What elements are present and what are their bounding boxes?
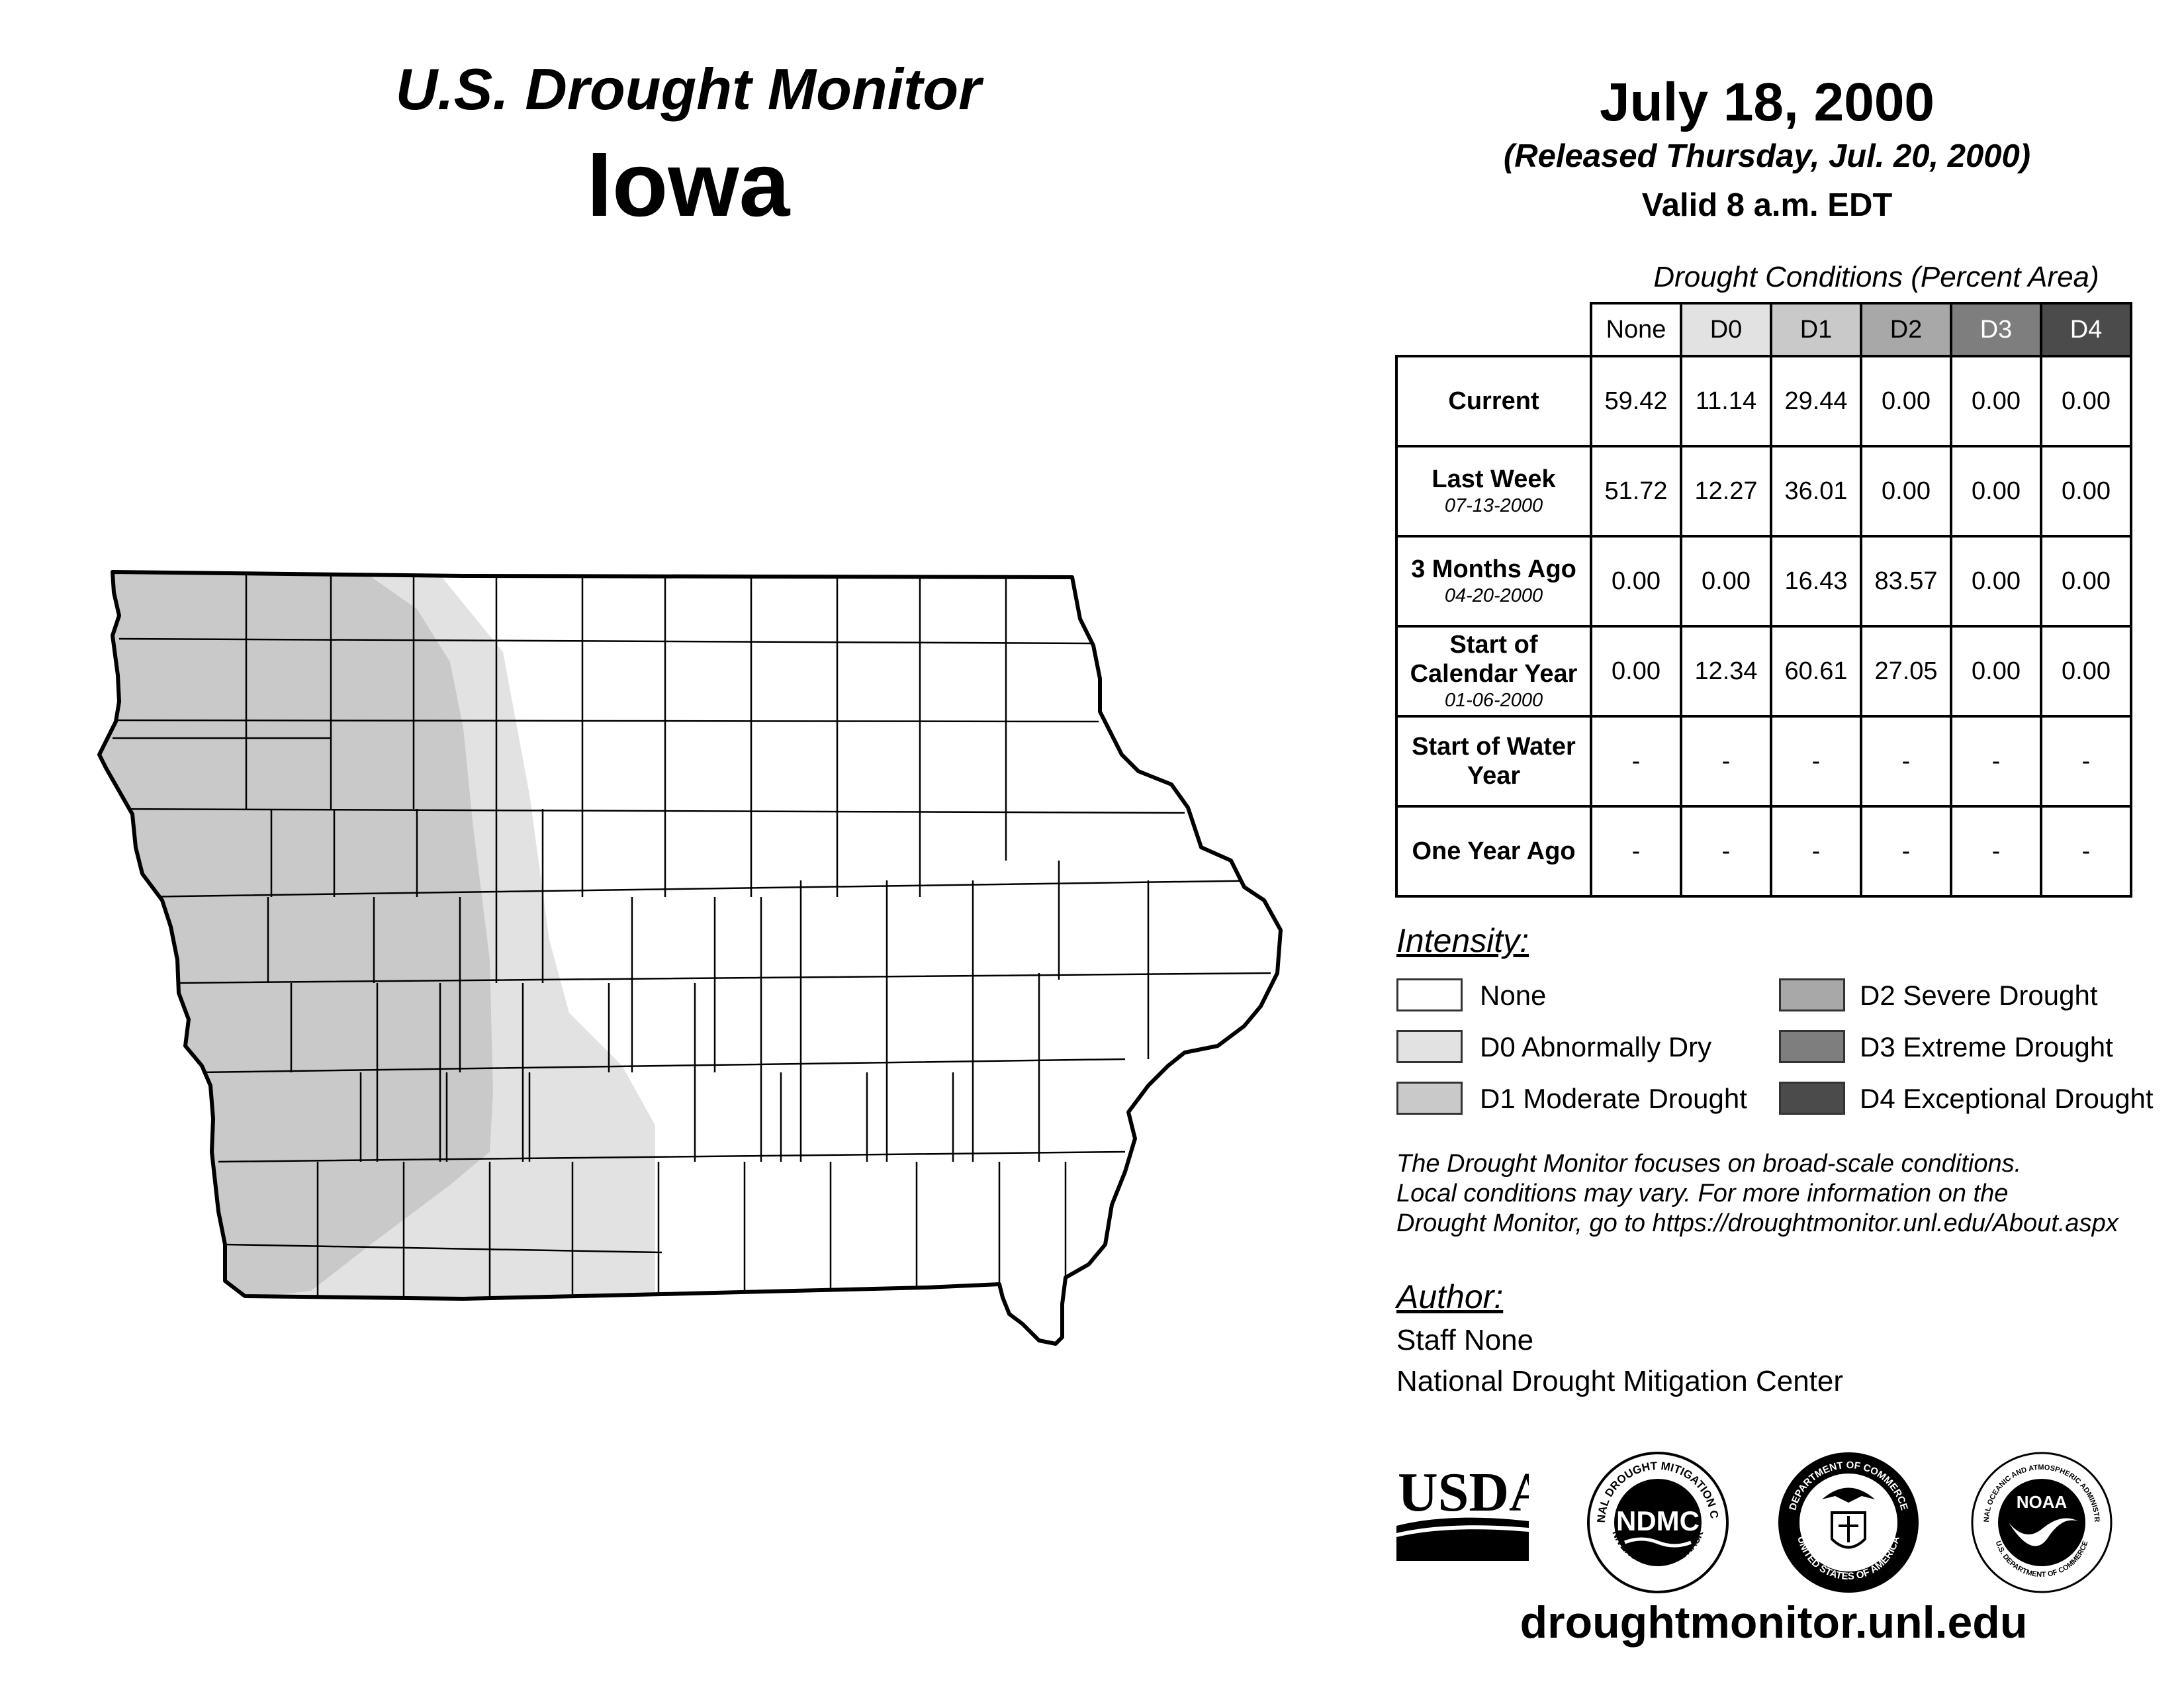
svg-text:NDMC: NDMC [1616, 1505, 1700, 1536]
table-row: Last Week 07-13-2000 51.72 12.27 36.01 0.… [1395, 445, 2132, 538]
legend-label-d1: D1 Moderate Drought [1480, 1083, 1747, 1114]
county-boundaries [99, 572, 1271, 1297]
table-cell: 51.72 [1590, 445, 1682, 538]
table-cell: 0.00 [1680, 535, 1772, 628]
table-header-row: None D0 D1 D2 D3 D4 [1396, 302, 2132, 357]
table-row: Current 59.42 11.14 29.44 0.00 0.00 0.00 [1395, 355, 2132, 447]
table-cell: 0.00 [1950, 355, 2042, 447]
table-cell: 36.01 [1770, 445, 1862, 538]
row-label: Last Week 07-13-2000 [1395, 445, 1592, 538]
table-cell: - [1950, 715, 2042, 808]
table-cell: 0.00 [2040, 625, 2132, 718]
col-d2: D2 [1860, 302, 1952, 357]
valid-time: Valid 8 a.m. EDT [1641, 187, 1893, 223]
iowa-drought-map [97, 570, 1283, 1346]
legend-swatch-d1 [1396, 1082, 1463, 1115]
table-cell: 12.27 [1680, 445, 1772, 538]
row-label: Start of Calendar Year 01-06-2000 [1395, 625, 1592, 718]
table-cell: - [2040, 715, 2132, 808]
author-org: National Drought Mitigation Center [1396, 1365, 1844, 1397]
row-date: 01-06-2000 [1444, 690, 1543, 711]
map-date: July 18, 2000 [1599, 72, 1935, 132]
table-cell: 0.00 [1590, 625, 1682, 718]
table-cell: - [1590, 805, 1682, 898]
state-name: Iowa [586, 134, 790, 236]
table-cell: 0.00 [1950, 625, 2042, 718]
table-cell: 59.42 [1590, 355, 1682, 447]
row-label: Current [1395, 355, 1592, 447]
legend-swatch-d4 [1779, 1082, 1845, 1115]
table-cell: 0.00 [1590, 535, 1682, 628]
drought-conditions-table: None D0 D1 D2 D3 D4 Current 59.42 11.14 … [1395, 302, 2132, 898]
row-label: Start of Water Year [1395, 715, 1592, 808]
col-d3: D3 [1950, 302, 2042, 357]
table-cell: 0.00 [2040, 535, 2132, 628]
svg-text:NOAA: NOAA [2017, 1492, 2068, 1512]
row-label: One Year Ago [1395, 805, 1592, 898]
commerce-seal-logo: DEPARTMENT OF COMMERCE UNITED STATES OF … [1778, 1452, 1919, 1593]
row-date: 07-13-2000 [1444, 495, 1543, 516]
table-cell: - [1770, 805, 1862, 898]
table-cell: - [1950, 805, 2042, 898]
legend-label-d3: D3 Extreme Drought [1860, 1031, 2113, 1062]
row-date: 04-20-2000 [1444, 585, 1543, 606]
col-none: None [1590, 302, 1682, 357]
table-caption: Drought Conditions (Percent Area) [1653, 261, 2099, 293]
table-cell: 27.05 [1860, 625, 1952, 718]
table-cell: 0.00 [1860, 355, 1952, 447]
legend-label-d4: D4 Exceptional Drought [1860, 1083, 2154, 1114]
table-cell: 83.57 [1860, 535, 1952, 628]
table-cell: 16.43 [1770, 535, 1862, 628]
legend-label-d2: D2 Severe Drought [1860, 980, 2098, 1011]
table-cell: - [1590, 715, 1682, 808]
table-cell: - [1680, 805, 1772, 898]
col-d4: D4 [2040, 302, 2132, 357]
table-cell: 60.61 [1770, 625, 1862, 718]
table-cell: - [1860, 715, 1952, 808]
table-cell: - [1770, 715, 1862, 808]
author-title: Author: [1396, 1278, 1504, 1315]
table-cell: 0.00 [2040, 445, 2132, 538]
table-row: Start of Water Year - - - - - - [1395, 715, 2132, 808]
legend-swatch-d0 [1396, 1030, 1463, 1063]
ndmc-logo: NATIONAL DROUGHT MITIGATION CENTER UNIVE… [1585, 1450, 1729, 1593]
table-cell: 0.00 [1950, 445, 2042, 538]
table-cell: 29.44 [1770, 355, 1862, 447]
release-date: (Released Thursday, Jul. 20, 2000) [1503, 138, 2031, 174]
noaa-logo: NATIONAL OCEANIC AND ATMOSPHERIC ADMINIS… [1969, 1450, 2113, 1593]
col-d0: D0 [1680, 302, 1772, 357]
legend-title: Intensity: [1396, 922, 1529, 959]
legend-swatch-none [1396, 978, 1463, 1011]
table-cell: 0.00 [1860, 445, 1952, 538]
table-row: One Year Ago - - - - - - [1395, 805, 2132, 898]
table-cell: - [1680, 715, 1772, 808]
row-label: 3 Months Ago 04-20-2000 [1395, 535, 1592, 628]
legend-label-none: None [1480, 980, 1547, 1011]
table-cell: 12.34 [1680, 625, 1772, 718]
table-row: 3 Months Ago 04-20-2000 0.00 0.00 16.43 8… [1395, 535, 2132, 628]
col-d1: D1 [1770, 302, 1862, 357]
legend-swatch-d3 [1779, 1030, 1845, 1063]
author-name: Staff None [1396, 1324, 1534, 1356]
table-cell: 0.00 [2040, 355, 2132, 447]
disclaimer-note: The Drought Monitor focuses on broad-sca… [1396, 1150, 2118, 1237]
map-title: U.S. Drought Monitor [395, 56, 981, 122]
legend-swatch-d2 [1779, 978, 1845, 1011]
table-row: Start of Calendar Year 01-06-2000 0.00 12… [1395, 625, 2132, 718]
svg-text:USDA: USDA [1398, 1463, 1529, 1523]
table-cell: - [2040, 805, 2132, 898]
website-url[interactable]: droughtmonitor.unl.edu [1520, 1597, 2028, 1648]
legend-label-d0: D0 Abnormally Dry [1480, 1031, 1712, 1062]
table-cell: - [1860, 805, 1952, 898]
table-cell: 11.14 [1680, 355, 1772, 447]
usda-logo: USDA [1396, 1463, 1529, 1561]
table-cell: 0.00 [1950, 535, 2042, 628]
iowa-state-outline [97, 570, 1283, 1346]
